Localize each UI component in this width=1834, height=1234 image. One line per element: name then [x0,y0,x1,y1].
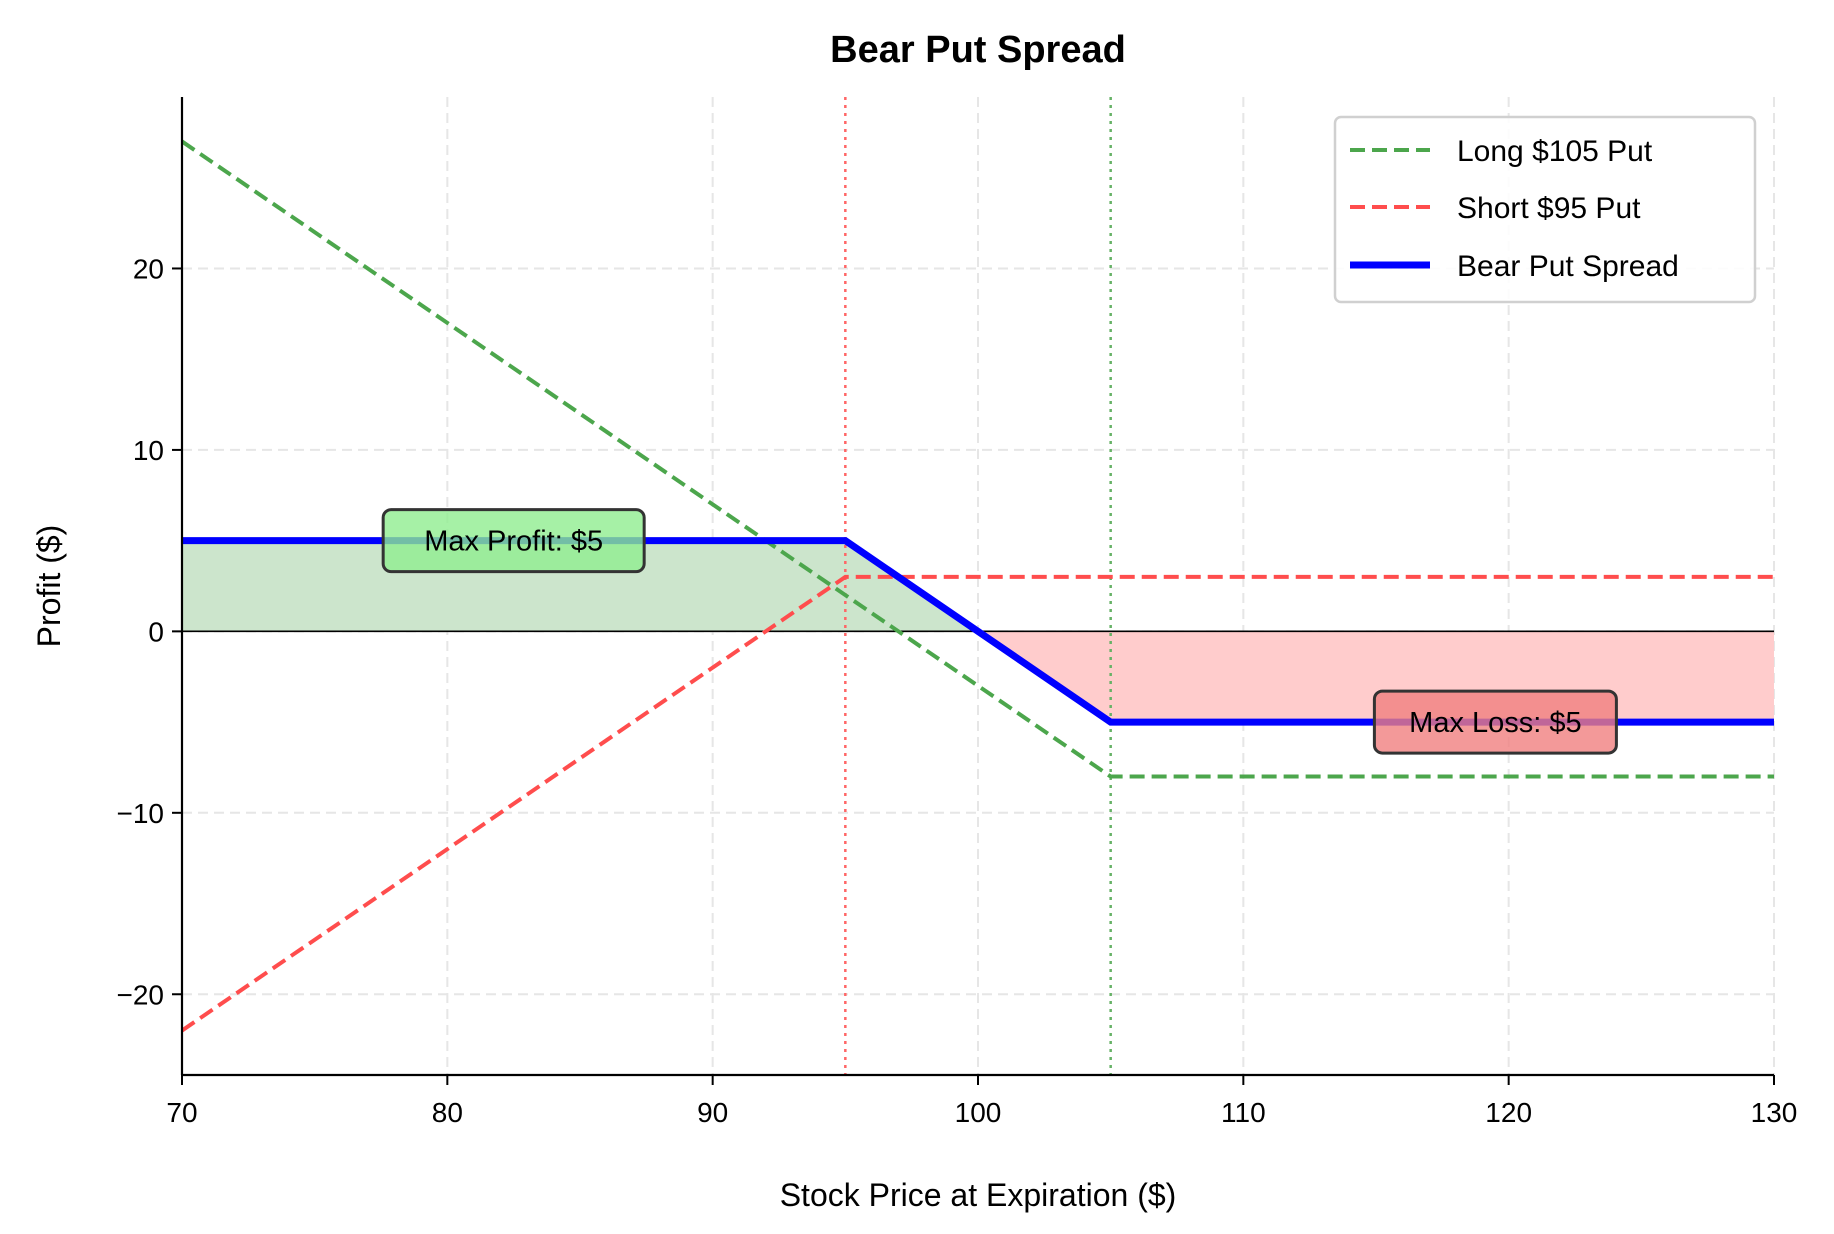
x-tick-label: 90 [697,1097,728,1128]
legend-label: Short $95 Put [1457,192,1641,225]
y-tick-label: −10 [117,798,165,829]
chart-title: Bear Put Spread [830,29,1126,71]
x-axis-label: Stock Price at Expiration ($) [780,1177,1177,1213]
profit-region [182,540,978,632]
x-tick-label: 80 [432,1097,463,1128]
y-tick-label: 0 [148,616,164,647]
annotation-box [1372,689,1618,755]
x-tick-label: 70 [166,1097,197,1128]
legend-label: Long $105 Put [1457,135,1653,168]
y-tick-label: −20 [117,979,165,1010]
annotation-label: Max Profit: $5 [424,526,603,558]
x-tick-label: 130 [1751,1097,1798,1128]
axes: 70 80 90 100 110 120 130 −20 −10 0 10 20 [117,97,1798,1128]
legend: Long $105 Put Short $95 Put Bear Put Sprea… [1333,115,1757,304]
annotation-label: Max Loss: $5 [1409,707,1581,739]
y-tick-label: 20 [133,253,164,284]
legend-box [1333,115,1757,304]
annotation-box [381,508,646,574]
series-line-1 [180,574,1774,1033]
x-tick-label: 100 [955,1097,1002,1128]
y-tick-label: 10 [133,435,164,466]
x-tick-label: 120 [1485,1097,1532,1128]
series-line-0 [180,139,1774,779]
annotations: Max Profit: $5 Max Loss: $5 [381,508,1618,755]
x-tick-label: 110 [1221,1097,1266,1128]
y-axis-label: Profit ($) [31,525,67,648]
legend-label: Bear Put Spread [1457,250,1679,283]
